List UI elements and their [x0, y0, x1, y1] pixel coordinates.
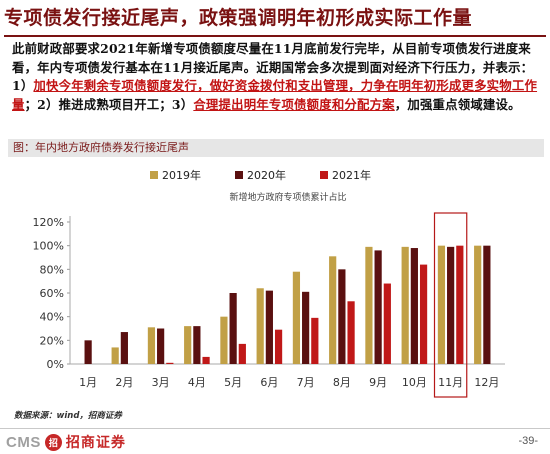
- legend-label: 2020年: [247, 168, 286, 182]
- logo-chinese-name: 招商证券: [65, 435, 126, 451]
- y-tick-label: 40%: [40, 311, 64, 324]
- x-tick-label: 6月: [260, 376, 278, 389]
- data-source: 数据来源：wind，招商证券: [14, 411, 122, 421]
- chart-inner-title: 新增地方政府专项债累计占比: [229, 191, 346, 203]
- y-tick-label: 80%: [40, 263, 64, 276]
- y-tick-label: 20%: [40, 334, 64, 347]
- bar: [157, 328, 165, 364]
- x-tick-label: 5月: [224, 376, 242, 389]
- bar: [483, 245, 491, 364]
- legend-label: 2019年: [162, 168, 201, 182]
- y-tick-label: 0%: [47, 358, 64, 371]
- slide-title: 专项债发行接近尾声，政策强调明年初形成实际工作量: [4, 7, 473, 29]
- paragraph-part-3: ，加强重点领域建设。: [394, 96, 521, 112]
- y-tick-label: 60%: [40, 287, 64, 300]
- bar: [166, 362, 174, 364]
- bar: [184, 326, 192, 364]
- bar: [347, 301, 355, 364]
- bar: [229, 293, 237, 364]
- bar: [456, 245, 464, 364]
- title-divider: [4, 35, 546, 37]
- footer-divider: [0, 428, 550, 429]
- bar: [265, 290, 273, 364]
- bar: [447, 246, 455, 364]
- page-number: -39-: [518, 435, 538, 447]
- bar: [193, 326, 201, 364]
- x-tick-label: 1月: [79, 376, 97, 389]
- x-tick-label: 2月: [115, 376, 133, 389]
- bar: [202, 356, 210, 364]
- bar: [84, 340, 92, 364]
- logo-mark-icon: 招: [44, 433, 62, 451]
- bar: [365, 246, 373, 364]
- bar: [147, 327, 156, 364]
- bar: [220, 316, 228, 364]
- bar: [437, 245, 446, 364]
- bar: [474, 245, 482, 364]
- paragraph-highlight-2: 合理提出明年专项债额度和分配方案: [193, 96, 395, 112]
- chart-caption: 图：年内地方政府债券发行接近尾声: [8, 139, 544, 157]
- bar: [374, 250, 382, 364]
- paragraph-part-1: 此前财政部要求2021年新增专项债额度尽量在11月底前发行完毕，从目前专项债发行…: [12, 41, 534, 94]
- x-tick-label: 8月: [333, 376, 351, 389]
- bar: [410, 248, 418, 364]
- x-tick-label: 7月: [297, 376, 315, 389]
- bar: [338, 269, 346, 364]
- legend-label: 2021年: [332, 168, 371, 182]
- paragraph-part-2: ；2）推进成熟项目开工；3）: [24, 96, 194, 112]
- legend-swatch: [150, 171, 158, 179]
- x-tick-label: 4月: [188, 376, 206, 389]
- x-tick-label: 10月: [402, 376, 427, 389]
- bar: [111, 347, 119, 364]
- legend-swatch: [235, 171, 243, 179]
- bar: [401, 246, 409, 364]
- logo-text: CMS: [6, 433, 41, 451]
- bar: [274, 329, 283, 364]
- bar: [256, 288, 264, 364]
- bar: [311, 317, 319, 364]
- highlight-box: [433, 212, 468, 398]
- bar: [302, 291, 310, 364]
- bar: [120, 332, 128, 364]
- bar: [238, 343, 246, 364]
- bar: [329, 256, 337, 364]
- y-tick-label: 100%: [33, 240, 64, 253]
- bar: [292, 271, 301, 364]
- paragraph-highlight-1: 加快今年剩余专项债额度发行，做好资金拨付和支出管理，力争在明年初形成更多实物工作…: [12, 78, 538, 112]
- x-tick-label: 9月: [369, 376, 387, 389]
- summary-paragraph: 此前财政部要求2021年新增专项债额度尽量在11月底前发行完毕，从目前专项债发行…: [12, 40, 546, 114]
- legend-swatch: [320, 171, 328, 179]
- x-tick-label: 3月: [152, 376, 170, 389]
- y-tick-label: 120%: [33, 216, 64, 229]
- bar: [419, 264, 428, 364]
- bar: [383, 283, 391, 364]
- x-tick-label: 12月: [474, 376, 499, 389]
- company-logo: CMS 招 招商证券: [6, 432, 126, 452]
- x-tick-label: 11月: [438, 376, 463, 389]
